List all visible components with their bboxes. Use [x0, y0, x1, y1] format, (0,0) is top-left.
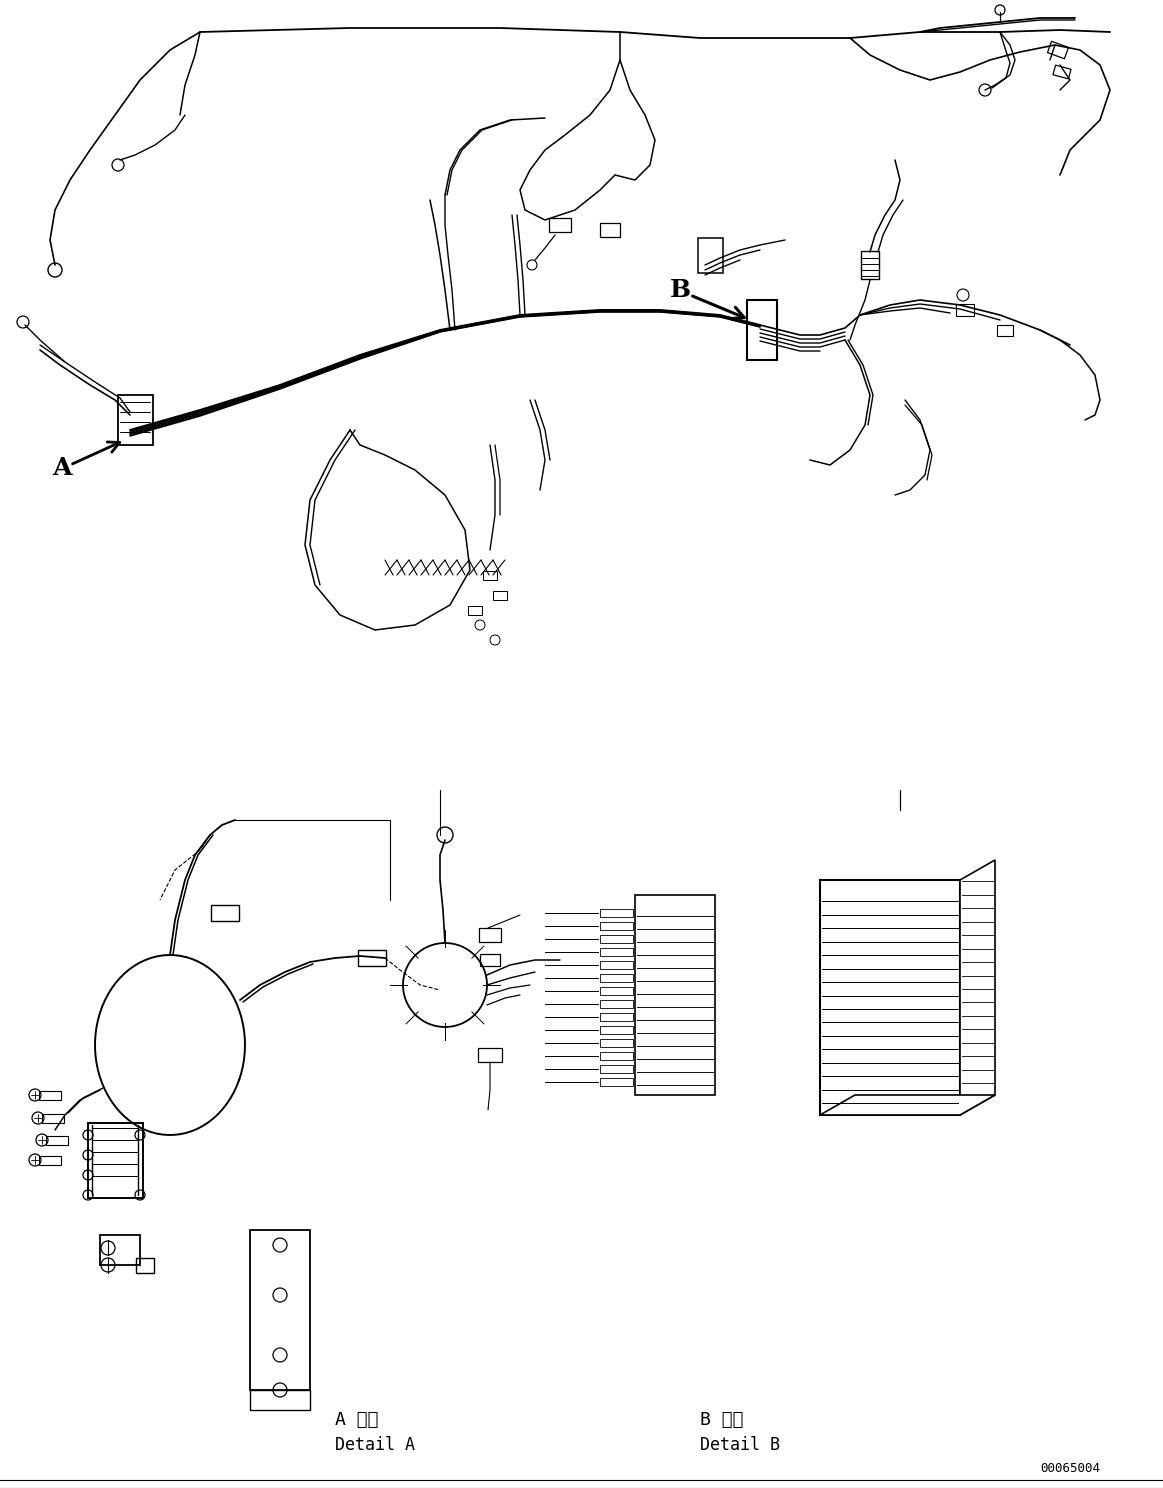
Bar: [600, 987, 633, 995]
Bar: [956, 304, 973, 315]
Bar: [47, 1135, 67, 1144]
Bar: [40, 1156, 60, 1165]
Bar: [635, 894, 715, 1095]
Text: B: B: [670, 278, 691, 302]
Bar: [698, 238, 722, 272]
Bar: [1053, 65, 1071, 79]
Text: A: A: [52, 455, 72, 481]
Bar: [997, 324, 1013, 335]
Bar: [600, 923, 633, 930]
Text: Detail A: Detail A: [335, 1436, 415, 1454]
Bar: [549, 219, 571, 232]
Bar: [600, 948, 633, 955]
Bar: [600, 1027, 633, 1034]
Bar: [478, 1048, 502, 1062]
Bar: [820, 879, 959, 1115]
Bar: [483, 570, 497, 579]
Bar: [600, 223, 620, 237]
Bar: [600, 1077, 633, 1086]
Bar: [40, 1091, 60, 1100]
Bar: [861, 251, 879, 278]
Bar: [600, 934, 633, 943]
Bar: [600, 961, 633, 969]
Bar: [600, 909, 633, 917]
Bar: [211, 905, 240, 921]
Text: B 詳細: B 詳細: [700, 1411, 743, 1428]
Bar: [747, 301, 777, 360]
Bar: [136, 1257, 154, 1272]
Bar: [479, 929, 501, 942]
Bar: [87, 1122, 143, 1198]
Text: Detail B: Detail B: [700, 1436, 780, 1454]
Bar: [600, 1013, 633, 1021]
Text: 00065004: 00065004: [1040, 1461, 1100, 1475]
Text: A 詳細: A 詳細: [335, 1411, 378, 1428]
Bar: [493, 591, 507, 600]
Bar: [358, 949, 386, 966]
Polygon shape: [820, 1095, 996, 1115]
Bar: [600, 1000, 633, 1007]
Bar: [1048, 42, 1069, 58]
Bar: [600, 1052, 633, 1059]
Bar: [42, 1113, 64, 1122]
Bar: [600, 1065, 633, 1073]
Bar: [100, 1235, 140, 1265]
Bar: [250, 1231, 311, 1390]
Bar: [480, 954, 500, 966]
Bar: [468, 606, 481, 615]
Bar: [600, 1039, 633, 1048]
Bar: [600, 975, 633, 982]
Bar: [117, 394, 152, 445]
Polygon shape: [959, 860, 996, 1115]
